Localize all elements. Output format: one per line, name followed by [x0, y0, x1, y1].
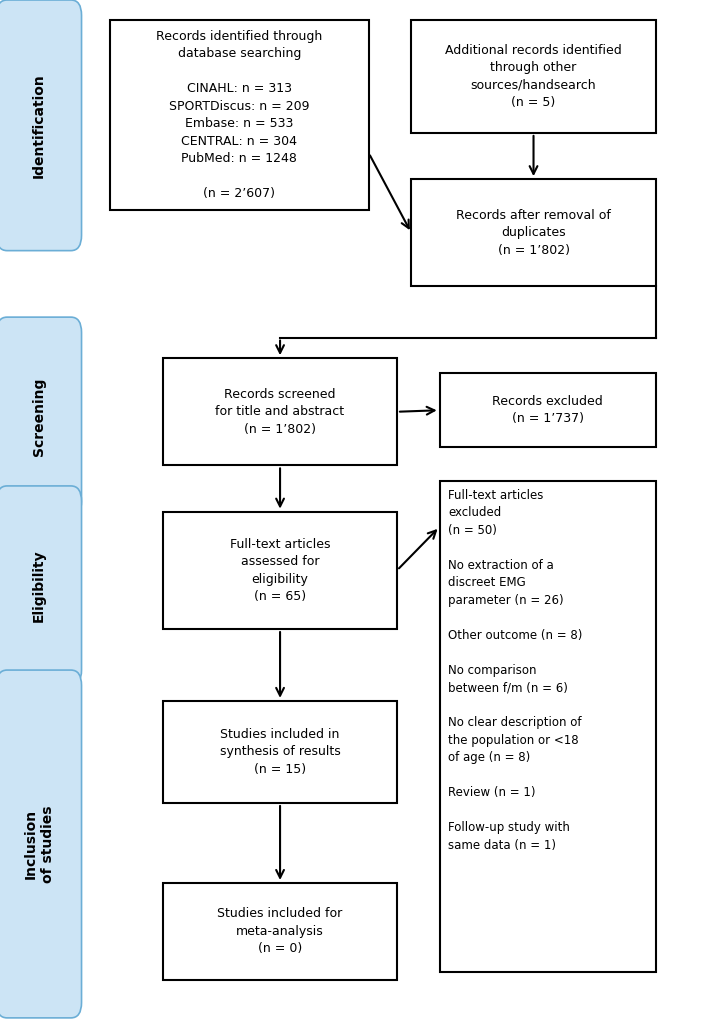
FancyBboxPatch shape [163, 512, 397, 629]
Text: Screening: Screening [32, 377, 46, 456]
Text: Records after removal of
duplicates
(n = 1’802): Records after removal of duplicates (n =… [456, 209, 611, 257]
Text: Studies included for
meta-analysis
(n = 0): Studies included for meta-analysis (n = … [218, 907, 342, 955]
Text: Records identified through
database searching

CINAHL: n = 313
SPORTDiscus: n = : Records identified through database sear… [156, 30, 323, 201]
FancyBboxPatch shape [411, 179, 656, 286]
FancyBboxPatch shape [0, 317, 82, 517]
FancyBboxPatch shape [440, 481, 656, 972]
Text: Eligibility: Eligibility [32, 549, 46, 622]
FancyBboxPatch shape [0, 0, 82, 251]
FancyBboxPatch shape [0, 670, 82, 1018]
Text: Inclusion
of studies: Inclusion of studies [23, 805, 55, 883]
Text: Full-text articles
assessed for
eligibility
(n = 65): Full-text articles assessed for eligibil… [230, 537, 330, 604]
FancyBboxPatch shape [0, 486, 82, 685]
Text: Full-text articles
excluded
(n = 50)

No extraction of a
discreet EMG
parameter : Full-text articles excluded (n = 50) No … [448, 489, 583, 852]
FancyBboxPatch shape [411, 20, 656, 133]
Text: Studies included in
synthesis of results
(n = 15): Studies included in synthesis of results… [220, 728, 340, 775]
FancyBboxPatch shape [163, 358, 397, 465]
Text: Records excluded
(n = 1’737): Records excluded (n = 1’737) [492, 395, 603, 426]
FancyBboxPatch shape [163, 883, 397, 980]
FancyBboxPatch shape [163, 701, 397, 803]
FancyBboxPatch shape [110, 20, 369, 210]
Text: Identification: Identification [32, 73, 46, 178]
Text: Additional records identified
through other
sources/handsearch
(n = 5): Additional records identified through ot… [445, 44, 622, 109]
FancyBboxPatch shape [440, 373, 656, 447]
Text: Records screened
for title and abstract
(n = 1’802): Records screened for title and abstract … [216, 388, 345, 436]
